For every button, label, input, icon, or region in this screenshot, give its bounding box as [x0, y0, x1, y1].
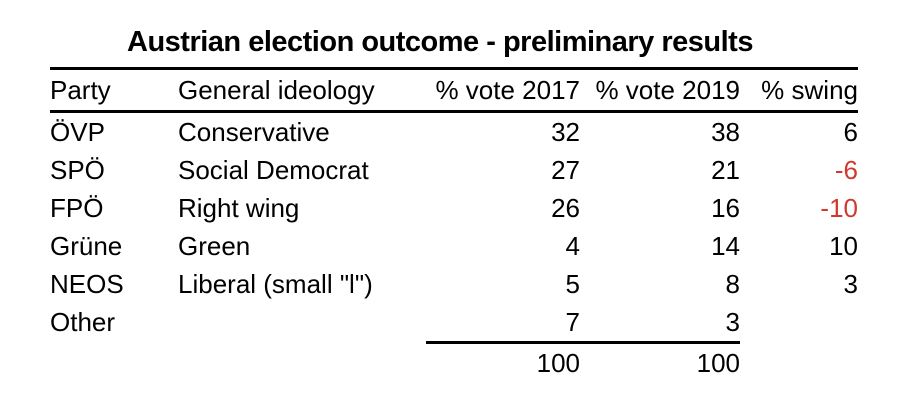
table-row-fpo: FPÖ Right wing 26 16 -10: [50, 189, 858, 227]
vote-2019-cell: 14: [711, 230, 740, 261]
party-cell: Grüne: [50, 230, 123, 261]
column-header-ideology: General ideology: [178, 74, 375, 105]
ideology-cell: Right wing: [178, 192, 300, 223]
column-header-party: Party: [50, 74, 111, 105]
election-results-table: Party General ideology % vote 2017 % vot…: [50, 67, 858, 379]
table-row-spo: SPÖ Social Democrat 27 21 -6: [50, 151, 858, 189]
table-row-other: Other 7 3: [50, 303, 858, 341]
column-header-swing: % swing: [761, 74, 858, 105]
vote-2017-cell: 4: [565, 230, 580, 261]
vote-2019-cell: 3: [725, 306, 740, 337]
party-cell: Other: [50, 306, 116, 337]
vote-2019-cell: 21: [711, 154, 740, 185]
ideology-cell: Green: [178, 230, 251, 261]
totals-empty-party-cell: [50, 341, 178, 379]
total-vote-2017-cell: 100: [426, 341, 580, 382]
ideology-cell: [178, 303, 426, 341]
table-row-ovp: ÖVP Conservative 32 38 6: [50, 113, 858, 151]
table-row-neos: NEOS Liberal (small "l") 5 8 3: [50, 265, 858, 303]
ideology-cell: Liberal (small "l"): [178, 268, 373, 299]
party-cell: SPÖ: [50, 154, 105, 185]
ideology-cell: Conservative: [178, 116, 330, 147]
table-totals-row: 100 100: [50, 341, 858, 379]
totals-empty-swing-cell: [740, 341, 858, 379]
vote-2017-cell: 5: [565, 268, 580, 299]
vote-2019-cell: 38: [711, 116, 740, 147]
total-vote-2019-cell: 100: [580, 341, 740, 382]
vote-2019-cell: 16: [711, 192, 740, 223]
vote-2017-cell: 7: [565, 306, 580, 337]
vote-2017-cell: 32: [551, 116, 580, 147]
column-header-vote-2017: % vote 2017: [435, 74, 580, 105]
page-title: Austrian election outcome - preliminary …: [127, 26, 753, 58]
ideology-cell: Social Democrat: [178, 154, 369, 185]
totals-empty-ideology-cell: [178, 341, 426, 379]
swing-cell: -6: [834, 154, 858, 185]
swing-cell: 6: [843, 116, 858, 147]
column-header-vote-2019: % vote 2019: [595, 74, 740, 105]
party-cell: ÖVP: [50, 116, 105, 147]
vote-2019-cell: 8: [725, 268, 740, 299]
vote-2017-cell: 26: [551, 192, 580, 223]
party-cell: NEOS: [50, 268, 124, 299]
table-row-grune: Grüne Green 4 14 10: [50, 227, 858, 265]
swing-cell: 10: [829, 230, 858, 261]
swing-cell: -10: [820, 192, 858, 223]
swing-cell: [740, 303, 858, 341]
party-cell: FPÖ: [50, 192, 104, 223]
vote-2017-cell: 27: [551, 154, 580, 185]
table-header-row: Party General ideology % vote 2017 % vot…: [50, 67, 858, 113]
swing-cell: 3: [843, 268, 858, 299]
